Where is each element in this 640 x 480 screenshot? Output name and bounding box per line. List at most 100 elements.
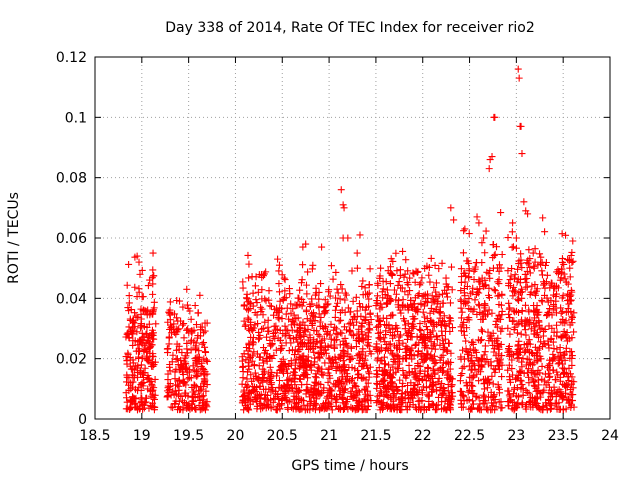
data-point [403,330,411,338]
data-point [402,348,410,356]
data-point [446,365,454,373]
data-point [505,299,513,307]
data-point [124,331,132,339]
data-point [275,376,283,384]
data-point [275,267,283,275]
x-tick-label: 18.5 [79,428,110,444]
data-point [252,296,260,304]
data-point [290,396,298,404]
data-point [387,312,395,320]
data-point [324,300,332,308]
data-point [466,378,474,386]
data-point [169,404,177,412]
data-point [504,348,512,356]
data-point [279,295,287,303]
data-point [353,264,361,272]
data-point [541,228,549,236]
data-point [238,353,246,361]
data-point [427,338,435,346]
data-point [394,281,402,289]
data-point [130,372,138,380]
data-point [286,397,294,405]
data-point [516,279,524,287]
data-point [561,356,569,364]
data-point [263,333,271,341]
data-point [362,352,370,360]
data-point [292,315,300,323]
data-point [548,279,556,287]
data-point [331,306,339,314]
y-tick-label: 0 [78,412,87,428]
data-point [482,227,490,235]
data-point [465,305,473,313]
data-point [511,308,519,316]
data-point [443,374,451,382]
data-point [435,374,443,382]
data-point [337,186,345,194]
data-point [389,400,397,408]
data-point [191,382,199,390]
data-point [302,240,310,248]
data-point [430,369,438,377]
data-point [239,363,247,371]
data-point [329,275,337,283]
data-point [444,403,452,411]
data-point [345,355,353,363]
data-point [374,347,382,355]
data-point [412,267,420,275]
data-point [401,270,409,278]
data-point [135,258,143,266]
data-point [286,375,294,383]
data-point [520,341,528,349]
data-point [302,281,310,289]
data-point [325,399,333,407]
data-point [437,365,445,373]
data-point [321,359,329,367]
data-point [568,248,576,256]
data-point [550,345,558,353]
data-point [136,337,144,345]
data-point [485,284,493,292]
data-point [244,306,252,314]
data-point [385,340,393,348]
data-point [253,402,261,410]
data-point [450,216,458,224]
data-point [555,359,563,367]
data-point [532,287,540,295]
data-point [495,398,503,406]
data-point [196,387,204,395]
data-point [531,258,539,266]
data-point [428,388,436,396]
data-point [312,289,320,297]
data-point [469,400,477,408]
data-point [402,256,410,264]
data-point [280,274,288,282]
data-point [447,204,455,212]
data-point [173,381,181,389]
data-point [123,373,131,381]
data-point [495,389,503,397]
data-point [445,314,453,322]
data-point [410,322,418,330]
data-point [565,373,573,381]
data-point [535,333,543,341]
data-point [424,372,432,380]
data-point [529,400,537,408]
data-point [419,308,427,316]
data-point [364,329,372,337]
data-point [340,204,348,212]
data-point [355,350,363,358]
data-point [312,379,320,387]
data-point [349,394,357,402]
data-point [187,338,195,346]
data-point [485,165,493,173]
data-point [143,337,151,345]
data-point [303,387,311,395]
data-point [508,228,516,236]
data-point [401,371,409,379]
data-point [309,312,317,320]
data-point [420,383,428,391]
data-point [173,296,181,304]
data-point [439,337,447,345]
data-point [444,381,452,389]
